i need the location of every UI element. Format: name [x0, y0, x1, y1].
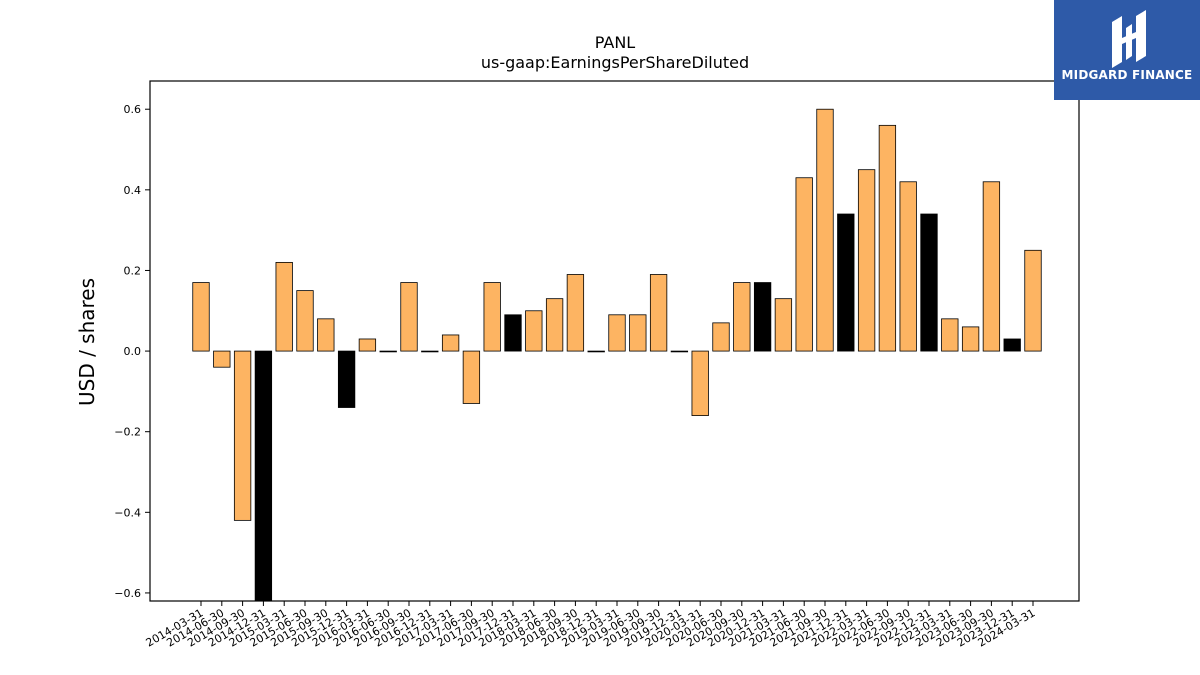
bar-2015-03-31 [275, 261, 293, 352]
bar-2014-12-31 [254, 350, 273, 602]
bar-2017-06-30 [462, 350, 481, 404]
y-tick-label: 0.4 [124, 184, 142, 197]
bar-2020-09-30 [733, 282, 751, 352]
bar-2021-12-31 [837, 213, 855, 352]
bar-2017-12-31 [504, 314, 522, 352]
bar-2018-12-31 [587, 350, 605, 353]
bars-layer [192, 108, 1042, 602]
bar-2018-06-30 [545, 298, 564, 352]
bar-2016-06-30 [379, 350, 397, 353]
bar-2020-12-31 [753, 282, 772, 352]
y-tick-label: −0.4 [114, 506, 141, 519]
bar-2016-09-30 [400, 282, 418, 352]
bar-2019-06-30 [629, 314, 647, 352]
bar-2018-09-30 [566, 274, 585, 352]
bar-2019-12-31 [670, 350, 689, 353]
y-axis-label: USD / shares [75, 278, 99, 406]
bar-2015-09-30 [317, 318, 335, 352]
bar-2021-06-30 [795, 177, 813, 352]
bar-2021-03-31 [774, 298, 793, 352]
bar-2017-09-30 [483, 282, 501, 352]
bar-2023-12-31 [1003, 338, 1021, 352]
y-tick-label: 0.2 [124, 264, 142, 277]
y-tick-label: 0.0 [124, 345, 142, 358]
y-tick-label: −0.6 [114, 587, 141, 600]
bar-2023-09-30 [982, 181, 1001, 352]
bar-2016-03-31 [358, 338, 377, 352]
bar-2023-03-31 [941, 318, 959, 352]
logo-text: MIDGARD FINANCE [1061, 68, 1193, 82]
bar-2017-03-31 [441, 334, 460, 352]
bar-2019-03-31 [608, 314, 626, 352]
y-axis-ticks: −0.6 −0.4 −0.2 0.0 0.2 0.4 0.6 [114, 103, 150, 600]
bar-2021-09-30 [816, 108, 834, 352]
bar-2014-06-30 [213, 350, 231, 368]
bar-2018-03-31 [525, 310, 543, 352]
bar-2022-03-31 [857, 169, 876, 352]
bar-2020-03-31 [691, 350, 709, 416]
chart-subtitle: us-gaap:EarningsPerShareDiluted [481, 53, 749, 72]
bar-2019-09-30 [649, 274, 668, 352]
bar-2024-03-31 [1024, 249, 1042, 352]
x-axis-ticks: 2014-03-312014-06-302014-09-302014-12-31… [144, 601, 1038, 650]
bar-2020-06-30 [712, 322, 730, 352]
bar-2022-06-30 [878, 124, 897, 352]
bar-2015-06-30 [296, 290, 314, 352]
bar-2015-12-31 [337, 350, 356, 408]
bar-2022-12-31 [920, 213, 938, 352]
bar-2016-12-31 [421, 350, 439, 353]
y-tick-label: 0.6 [124, 103, 142, 116]
midgard-logo-icon [1112, 10, 1146, 68]
bar-2023-06-30 [961, 326, 980, 352]
y-tick-label: −0.2 [114, 426, 141, 439]
chart-title: PANL [595, 33, 636, 52]
plot-frame [149, 80, 1080, 602]
bar-2022-09-30 [899, 181, 917, 352]
bar-2014-09-30 [233, 350, 252, 521]
bar-2014-03-31 [192, 282, 210, 352]
midgard-finance-logo: MIDGARD FINANCE [1054, 0, 1200, 100]
